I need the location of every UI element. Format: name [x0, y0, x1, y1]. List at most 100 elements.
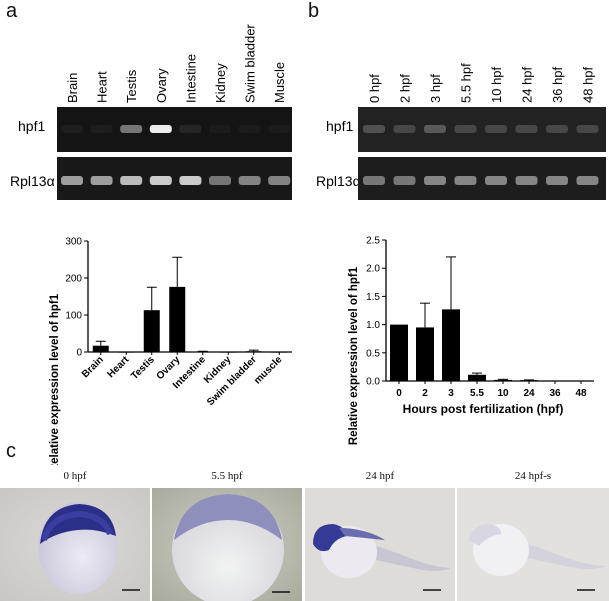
chart-b-xtick-label-0: 0 [396, 388, 402, 399]
panel-letter-a: a [6, 0, 18, 22]
chart-b-xtick-label-24: 24 [523, 388, 535, 399]
chart-b-ylabel: Relative expression level of hpf1 [348, 266, 360, 445]
gel-b-rpl-band-3-hpf [424, 176, 446, 185]
gel-a-row-rpl13a: Rpl13α [10, 173, 55, 189]
gel-b-rpl-band-5-5-hpf [454, 176, 477, 185]
chart-a-bar-swim-bladder [245, 351, 262, 353]
gel-a-lane-label-intestine: Intestine [183, 54, 198, 103]
chart-b-bar-5-5 [468, 374, 486, 381]
gel-a-lane-label-heart: Heart [95, 71, 110, 103]
gel-a-rpl-band-brain [61, 176, 83, 185]
gel-b-hpf1-band-10-hpf [485, 125, 507, 133]
gel-a-hpf1-strip [57, 107, 292, 152]
gel-b-lane-label-10-hpf: 10 hpf [489, 66, 504, 103]
chart-b-ytick-label: 0.5 [366, 348, 380, 359]
gel-b-lane-label-24-hpf: 24 hpf [520, 66, 535, 103]
gel-a-hpf1-band-kidney [209, 125, 231, 133]
gel-a-lane-label-ovary: Ovary [154, 68, 169, 103]
chart-b-xtick-label-10: 10 [497, 388, 509, 399]
gel-a-hpf1-band-testis [120, 125, 143, 133]
gel-b-rpl-band-24-hpf [515, 176, 538, 185]
chart-b-bar-48 [572, 380, 590, 382]
gel-b-hpf1-band-36-hpf [546, 125, 568, 133]
gel-b-lane-label-0-hpf: 0 hpf [367, 74, 382, 103]
chart-a-bar-heart [118, 351, 135, 353]
gel-a-lane-label-muscle: Muscle [272, 62, 287, 103]
gel-b-rpl-band-2-hpf [393, 176, 416, 185]
gel-a-rpl-band-ovary [149, 176, 172, 185]
gel-b-lane-label-2-hpf: 2 hpf [398, 74, 413, 103]
chart-a-ytick-label: 100 [65, 311, 82, 322]
gel-b-hpf1-band-24-hpf [515, 125, 538, 133]
chart-a-ylabel: Relative expression level of hpf1 [49, 293, 61, 465]
gel-a-lane-label-testis: Testis [124, 69, 139, 103]
chart-a-xtick-label-brain: Brain [80, 354, 106, 380]
chart-b-xtick-label-2: 2 [422, 388, 428, 399]
gel-a-lane-label-brain: Brain [65, 73, 80, 103]
chart-a-ytick-label: 0 [76, 348, 82, 359]
chart-b-xtick-label-5-5: 5.5 [470, 388, 484, 399]
gel-panel-b: 0 hpf 2 hpf 3 hpf 5.5 hpf 10 hpf 24 hpf 36 hpf… [316, 63, 606, 200]
gel-b-hpf1-band-48-hpf [576, 125, 599, 133]
panel-letter-c: c [6, 440, 16, 462]
gel-a-rpl-band-heart [90, 176, 113, 185]
embryo-photo-0hpf [0, 488, 150, 601]
gel-b-rpl-band-10-hpf [485, 176, 507, 185]
chart-b-ytick-label: 1.0 [366, 320, 380, 331]
embryo-photo-24hpf-s [457, 488, 609, 601]
gel-panel-a: Brain Heart Testis Ovary Intestine Kidney Swim… [10, 24, 292, 200]
gel-b-hpf1-band-3-hpf [424, 125, 446, 133]
embryo-photo-5-5hpf [152, 488, 302, 601]
chart-b-bar-24 [520, 380, 538, 381]
photo-label-5-5hpf: 5.5 hpf [211, 470, 243, 482]
photo-label-0hpf: 0 hpf [63, 470, 87, 482]
chart-b-bar-10 [494, 379, 512, 381]
chart-a-bar-testis [143, 310, 160, 352]
chart-b-xlabel: Hours post fertilization (hpf) [403, 402, 564, 416]
gel-a-hpf1-band-swim-bladder [238, 125, 261, 133]
gel-b-hpf1-band-0-hpf [363, 125, 385, 133]
chart-a-xtick-label-heart: Heart [106, 354, 132, 380]
gel-b-lane-label-3-hpf: 3 hpf [428, 74, 443, 103]
gel-b-hpf1-band-5-5-hpf [454, 125, 477, 133]
gel-a-hpf1-band-intestine [179, 125, 202, 133]
chart-a-xtick-label-muscle: muscle [252, 354, 284, 386]
gel-b-rpl-band-36-hpf [546, 176, 568, 185]
chart-a-bar-muscle [271, 351, 288, 353]
panel-letter-b: b [308, 0, 320, 22]
chart-a-bar-brain [92, 345, 109, 352]
chart-b-bar-3 [442, 309, 460, 381]
chart-b-xtick-label-48: 48 [575, 388, 587, 399]
gel-b-lane-label-5-5-hpf: 5.5 hpf [459, 63, 474, 103]
gel-a-rpl-band-intestine [179, 176, 202, 185]
gel-a-rpl-band-muscle [268, 176, 291, 185]
chart-a-bar-intestine [194, 351, 211, 353]
gel-a-hpf1-band-ovary [149, 125, 172, 133]
gel-b-row-hpf1: hpf1 [326, 118, 353, 134]
embryo-photo-24hpf [305, 488, 455, 601]
chart-b-bar-36 [546, 380, 564, 382]
chart-b-ytick-label: 1.5 [366, 292, 380, 303]
chart-b-ytick-label: 2.5 [366, 236, 380, 247]
gel-a-row-hpf1: hpf1 [18, 118, 45, 134]
chart-b-bar-0 [390, 324, 408, 381]
chart-a-ytick-label: 300 [65, 237, 82, 248]
chart-b: Relative expression level of hpf1 Hours … [348, 236, 594, 445]
chart-a-bar-kidney [220, 351, 237, 353]
gel-b-rpl-band-0-hpf [363, 176, 385, 185]
gel-a-hpf1-band-muscle [268, 125, 291, 133]
gel-a-rpl-band-swim-bladder [238, 176, 261, 185]
chart-a-bar-ovary [169, 286, 186, 352]
photo-label-24hpf: 24 hpf [365, 470, 395, 482]
gel-a-lane-label-swim-bladder: Swim bladder [243, 24, 258, 103]
photo-label-24hpf-s: 24 hpf-s [514, 470, 552, 482]
gel-a-hpf1-band-brain [61, 125, 83, 133]
chart-b-ytick-label: 0.0 [366, 377, 380, 388]
chart-b-ytick-label: 2.0 [366, 264, 380, 275]
chart-b-bar-2 [416, 327, 434, 381]
chart-a-xtick-label-testis: Testis [129, 354, 157, 382]
chart-b-xtick-label-3: 3 [448, 388, 454, 399]
gel-b-lane-label-36-hpf: 36 hpf [550, 66, 565, 103]
chart-b-xtick-label-36: 36 [549, 388, 561, 399]
gel-b-row-rpl13a: Rpl13α [316, 173, 361, 189]
